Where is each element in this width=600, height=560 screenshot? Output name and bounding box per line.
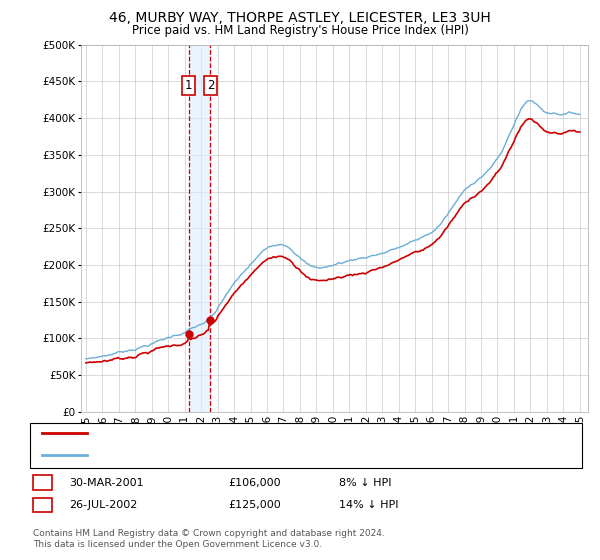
Text: 26-JUL-2002: 26-JUL-2002: [69, 500, 137, 510]
Text: 30-MAR-2001: 30-MAR-2001: [69, 478, 143, 488]
Text: 46, MURBY WAY, THORPE ASTLEY, LEICESTER, LE3 3UH (detached house): 46, MURBY WAY, THORPE ASTLEY, LEICESTER,…: [93, 428, 473, 438]
Text: 1: 1: [39, 478, 46, 488]
Text: £125,000: £125,000: [228, 500, 281, 510]
Text: £106,000: £106,000: [228, 478, 281, 488]
Text: 2: 2: [39, 500, 46, 510]
Text: 14% ↓ HPI: 14% ↓ HPI: [339, 500, 398, 510]
Text: Contains HM Land Registry data © Crown copyright and database right 2024.
This d: Contains HM Land Registry data © Crown c…: [33, 529, 385, 549]
Text: 46, MURBY WAY, THORPE ASTLEY, LEICESTER, LE3 3UH: 46, MURBY WAY, THORPE ASTLEY, LEICESTER,…: [109, 11, 491, 25]
Text: 1: 1: [185, 78, 193, 92]
Text: 8% ↓ HPI: 8% ↓ HPI: [339, 478, 391, 488]
Text: 2: 2: [206, 78, 214, 92]
Bar: [188, 45, 211, 412]
Text: HPI: Average price, detached house, Blaby: HPI: Average price, detached house, Blab…: [93, 450, 315, 460]
Text: Price paid vs. HM Land Registry's House Price Index (HPI): Price paid vs. HM Land Registry's House …: [131, 24, 469, 36]
